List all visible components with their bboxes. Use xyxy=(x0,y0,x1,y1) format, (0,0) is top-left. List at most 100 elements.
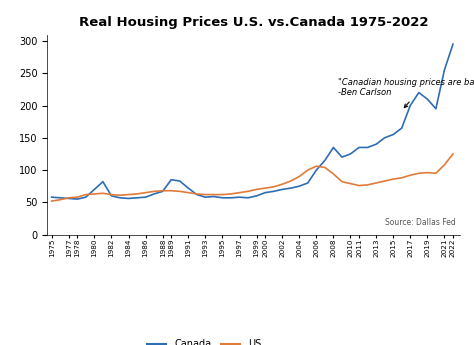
Canada xyxy=(305,181,310,185)
Text: Source: Dallas Fed: Source: Dallas Fed xyxy=(385,218,456,227)
Canada xyxy=(194,193,200,197)
Canada xyxy=(271,189,276,194)
US xyxy=(330,172,336,176)
US xyxy=(194,192,200,196)
US xyxy=(100,191,106,195)
US xyxy=(83,193,89,197)
Canada xyxy=(288,186,293,190)
Canada xyxy=(168,178,174,182)
US xyxy=(211,193,217,197)
US xyxy=(74,195,80,199)
Canada xyxy=(330,145,336,149)
US xyxy=(296,175,302,179)
US xyxy=(271,185,276,189)
Canada xyxy=(109,194,114,198)
US xyxy=(202,193,208,197)
US xyxy=(339,180,345,184)
Canada xyxy=(408,104,413,108)
Canada xyxy=(450,42,456,46)
Legend: Canada, US: Canada, US xyxy=(143,335,265,345)
US xyxy=(228,192,234,196)
Canada xyxy=(143,195,148,199)
Canada xyxy=(442,68,447,72)
US xyxy=(237,190,242,195)
US xyxy=(91,192,97,196)
Canada xyxy=(373,142,379,146)
US xyxy=(168,189,174,193)
US xyxy=(442,163,447,167)
US xyxy=(279,182,285,186)
US xyxy=(49,199,55,203)
Canada xyxy=(237,195,242,199)
Canada xyxy=(399,126,405,130)
Canada xyxy=(126,196,131,200)
Canada xyxy=(313,168,319,172)
Canada xyxy=(219,196,225,200)
Canada xyxy=(279,187,285,191)
US xyxy=(408,173,413,177)
Canada xyxy=(66,196,72,200)
Canada xyxy=(57,196,63,200)
US xyxy=(117,193,123,197)
Canada xyxy=(425,97,430,101)
US xyxy=(305,168,310,172)
US xyxy=(177,189,182,194)
US xyxy=(57,198,63,202)
US xyxy=(399,176,405,180)
US xyxy=(433,171,439,175)
Canada xyxy=(83,195,89,199)
Canada xyxy=(177,179,182,183)
Canada xyxy=(91,187,97,191)
US xyxy=(245,189,251,194)
US xyxy=(416,171,422,175)
Canada xyxy=(151,192,157,196)
US xyxy=(288,179,293,183)
US xyxy=(322,165,328,169)
Canada xyxy=(100,180,106,184)
Canada xyxy=(416,90,422,95)
Canada xyxy=(339,155,345,159)
Canada xyxy=(160,189,165,194)
US xyxy=(143,190,148,195)
US xyxy=(365,183,370,187)
Canada xyxy=(296,184,302,188)
Canada xyxy=(185,186,191,190)
US xyxy=(219,193,225,197)
Canada xyxy=(134,196,140,200)
Canada xyxy=(211,195,217,199)
US xyxy=(450,152,456,156)
US xyxy=(151,189,157,194)
US xyxy=(109,193,114,197)
US xyxy=(160,189,165,193)
Canada xyxy=(254,194,259,198)
US xyxy=(391,177,396,181)
US xyxy=(254,187,259,191)
Line: Canada: Canada xyxy=(52,44,453,199)
Canada xyxy=(228,196,234,200)
US xyxy=(134,192,140,196)
US xyxy=(382,179,387,183)
US xyxy=(185,190,191,195)
US xyxy=(373,181,379,185)
Text: "Canadian housing prices are bananas."
-Ben Carlson: "Canadian housing prices are bananas." -… xyxy=(337,78,474,108)
US xyxy=(425,170,430,175)
US xyxy=(262,186,268,190)
US xyxy=(66,196,72,200)
Canada xyxy=(356,145,362,149)
Canada xyxy=(322,158,328,162)
Canada xyxy=(74,197,80,201)
Canada xyxy=(347,152,353,156)
US xyxy=(126,193,131,197)
Title: Real Housing Prices U.S. vs.Canada 1975-2022: Real Housing Prices U.S. vs.Canada 1975-… xyxy=(79,16,428,29)
US xyxy=(356,184,362,188)
Canada xyxy=(49,195,55,199)
Canada xyxy=(262,190,268,195)
US xyxy=(347,181,353,186)
Canada xyxy=(117,196,123,200)
Canada xyxy=(365,145,370,149)
Canada xyxy=(382,136,387,140)
Canada xyxy=(433,107,439,111)
Canada xyxy=(391,132,396,137)
Line: US: US xyxy=(52,154,453,201)
US xyxy=(313,164,319,168)
